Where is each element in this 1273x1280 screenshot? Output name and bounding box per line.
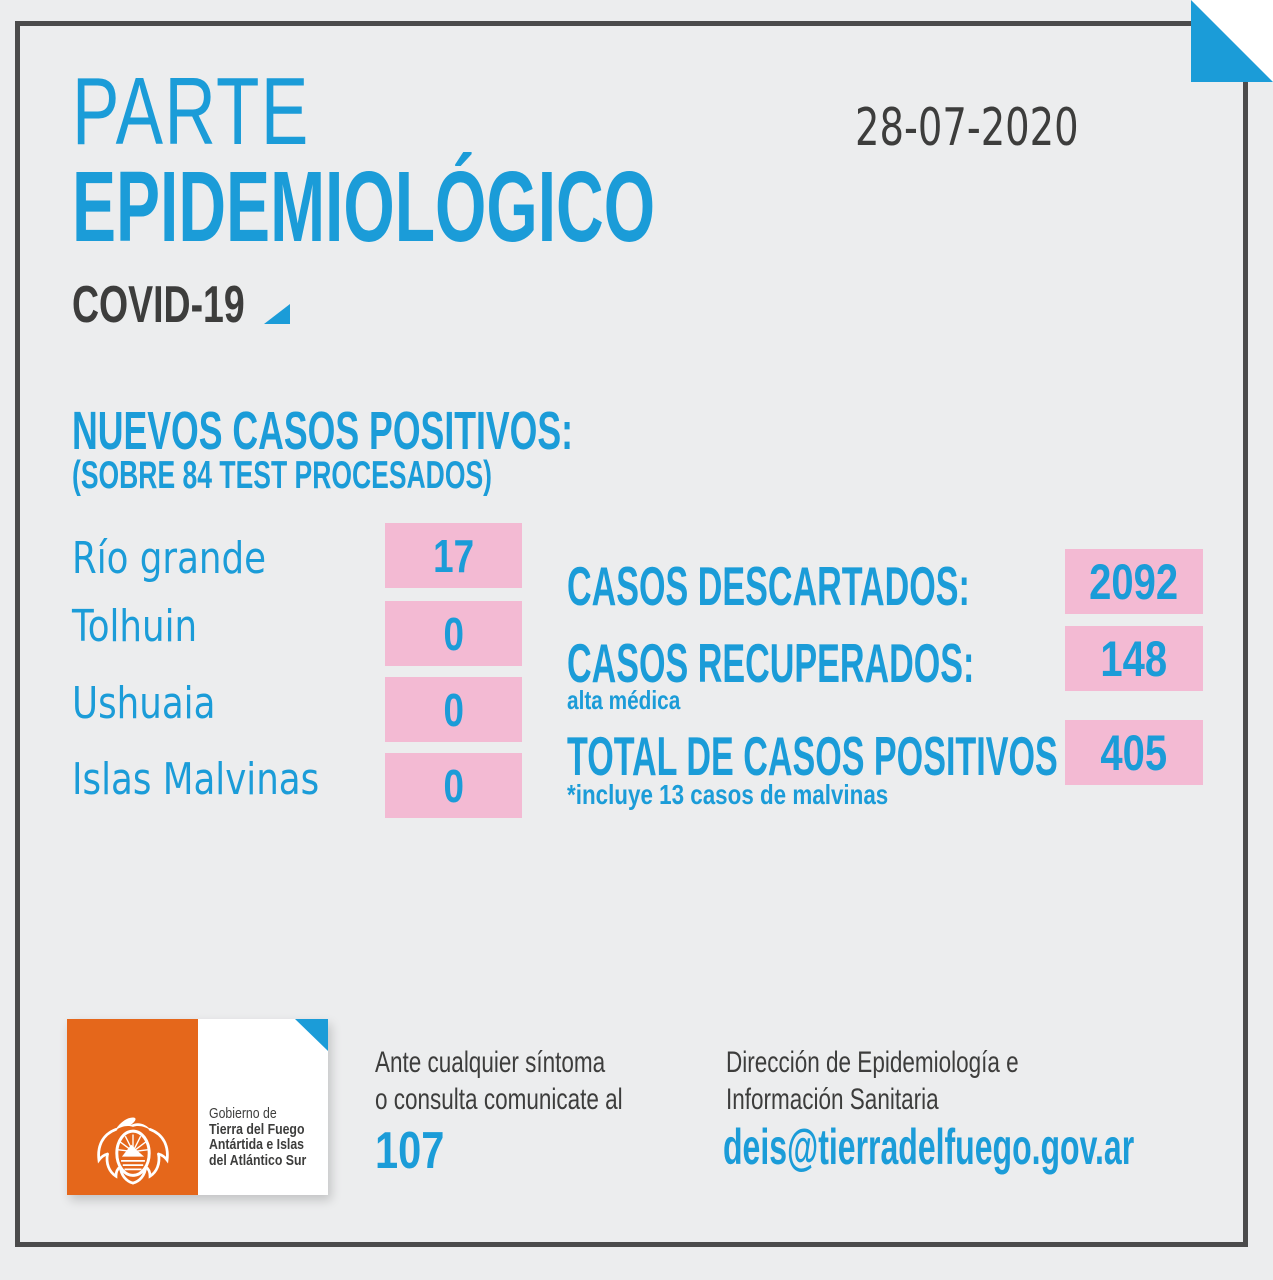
- recovered-cases-label: CASOS RECUPERADOS:: [567, 632, 975, 694]
- coat-of-arms-icon: [96, 1117, 169, 1185]
- department-line1: Dirección de Epidemiología e: [726, 1046, 1019, 1079]
- logo-caption-line4: del Atlántico Sur: [209, 1151, 307, 1169]
- value-box-tolhuin: 0: [385, 601, 522, 666]
- logo-caption: Gobierno de Tierra del Fuego Antártida e…: [209, 1106, 306, 1168]
- corner-triangle-icon: [1191, 0, 1273, 82]
- hotline-text-line2: o consulta comunicate al: [375, 1083, 623, 1116]
- discarded-cases-label: CASOS DESCARTADOS:: [567, 555, 970, 617]
- contact-email: deis@tierradelfuego.gov.ar: [723, 1119, 1135, 1175]
- location-label-rio-grande: Río grande: [72, 533, 267, 584]
- value-box-ushuaia: 0: [385, 677, 522, 742]
- location-label-tolhuin: Tolhuin: [72, 601, 198, 652]
- logo-text-panel: Gobierno de Tierra del Fuego Antártida e…: [198, 1019, 328, 1195]
- value-islas-malvinas: 0: [443, 759, 464, 812]
- government-logo: Gobierno de Tierra del Fuego Antártida e…: [67, 1019, 328, 1195]
- location-label-ushuaia: Ushuaia: [72, 678, 216, 729]
- logo-caption-line1: Gobierno de: [209, 1105, 277, 1122]
- discarded-cases-box: 2092: [1065, 549, 1203, 614]
- total-cases-note: *incluye 13 casos de malvinas: [567, 779, 889, 810]
- title-line2: EPIDEMIOLÓGICO: [72, 151, 656, 263]
- department-text: Dirección de Epidemiología e Información…: [726, 1044, 1019, 1118]
- border-frame: [15, 21, 1248, 1247]
- logo-caption-line2: Tierra del Fuego: [209, 1120, 305, 1138]
- recovered-cases-box: 148: [1065, 626, 1203, 691]
- discarded-cases-value: 2092: [1089, 553, 1179, 610]
- new-cases-heading: NUEVOS CASOS POSITIVOS:: [72, 401, 574, 461]
- subtitle-covid19: COVID-19: [72, 276, 245, 334]
- recovered-cases-value: 148: [1100, 630, 1168, 687]
- page-corner-fold: [1191, 0, 1273, 82]
- hotline-text: Ante cualquier síntoma o consulta comuni…: [375, 1044, 623, 1118]
- value-ushuaia: 0: [443, 683, 464, 736]
- new-cases-subheading: (SOBRE 84 TEST PROCESADOS): [72, 454, 492, 497]
- location-label-islas-malvinas: Islas Malvinas: [72, 754, 320, 805]
- department-line2: Información Sanitaria: [726, 1083, 939, 1116]
- value-box-rio-grande: 17: [385, 523, 522, 588]
- total-cases-value: 405: [1100, 724, 1168, 781]
- value-rio-grande: 17: [433, 529, 474, 582]
- title-line1: PARTE: [72, 58, 310, 165]
- value-tolhuin: 0: [443, 607, 464, 660]
- report-date: 28-07-2020: [855, 98, 1079, 158]
- recovered-cases-note: alta médica: [567, 685, 681, 715]
- total-cases-box: 405: [1065, 720, 1203, 785]
- logo-orange-panel: [67, 1019, 198, 1195]
- hotline-number: 107: [375, 1122, 445, 1180]
- logo-caption-line3: Antártida e Islas: [209, 1136, 305, 1153]
- value-box-islas-malvinas: 0: [385, 753, 522, 818]
- hotline-text-line1: Ante cualquier síntoma: [375, 1046, 606, 1079]
- total-cases-label: TOTAL DE CASOS POSITIVOS: [567, 725, 1058, 787]
